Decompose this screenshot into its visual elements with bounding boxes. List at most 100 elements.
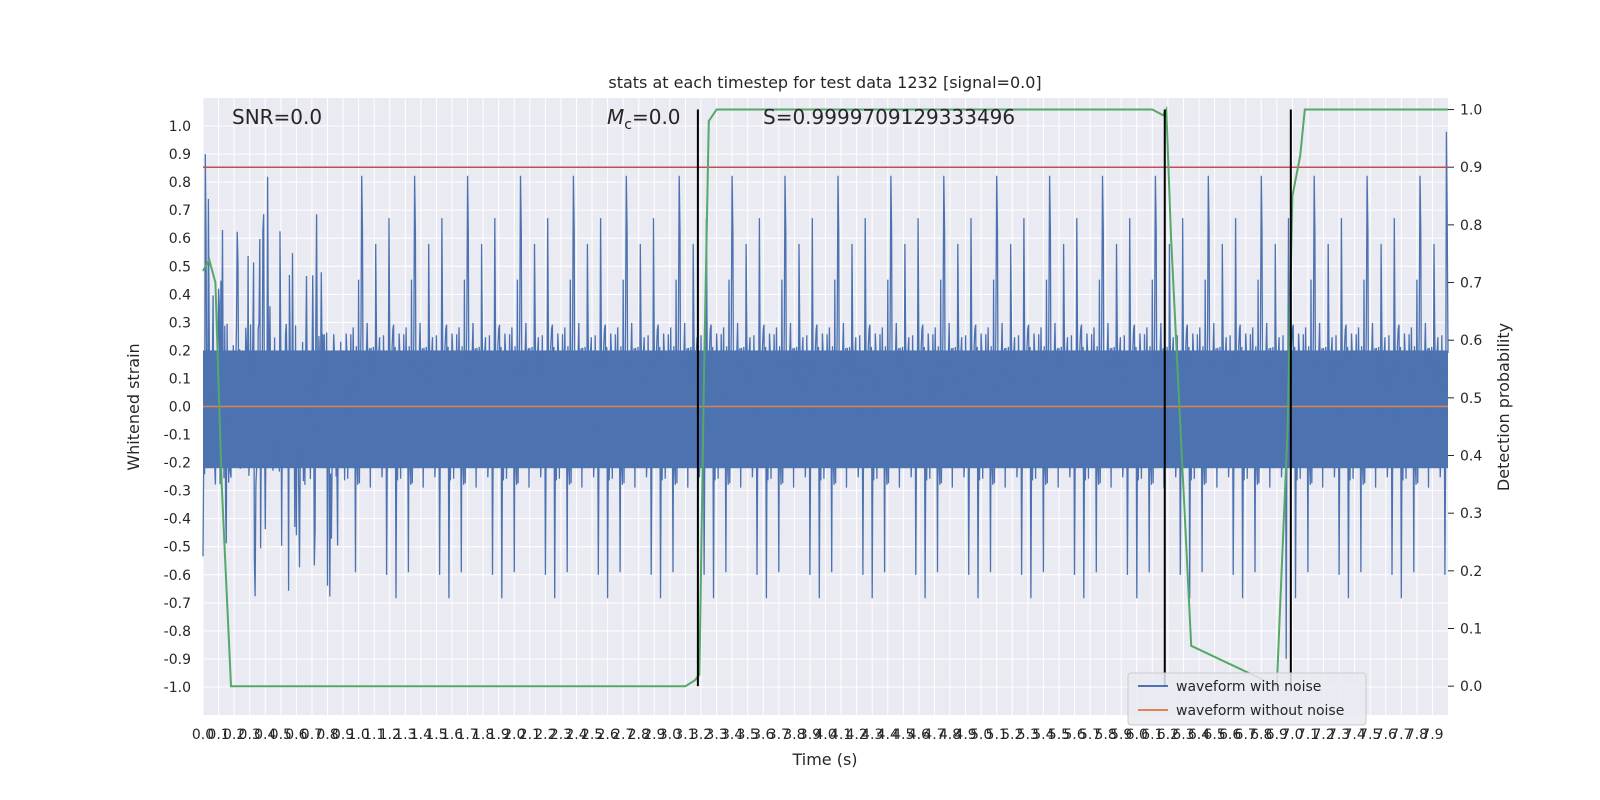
- x-tick-label-43: 4.3: [861, 727, 883, 743]
- y2-tick-label-6: 0.6: [1460, 333, 1482, 349]
- y-tick-label-18: 0.8: [169, 175, 191, 191]
- y2-tick-label-7: 0.7: [1460, 276, 1482, 292]
- x-tick-label-55: 5.5: [1048, 727, 1070, 743]
- annotation-s: S=0.9999709129333496: [763, 105, 1015, 129]
- x-tick-label-3: 0.3: [239, 727, 261, 743]
- x-tick-label-79: 7.9: [1421, 727, 1443, 743]
- x-axis-label: Time (s): [791, 750, 857, 769]
- x-tick-label-57: 5.7: [1079, 727, 1101, 743]
- y2-tick-label-10: 1.0: [1460, 103, 1482, 119]
- x-tick-label-69: 6.9: [1266, 727, 1288, 743]
- y-tick-label-11: 0.1: [169, 371, 191, 387]
- y-tick-label-12: 0.2: [169, 343, 191, 359]
- y-tick-label-8: -0.2: [164, 456, 191, 472]
- legend-label-clean: waveform without noise: [1176, 703, 1344, 719]
- x-tick-label-22: 2.2: [534, 727, 556, 743]
- x-tick-label-51: 5.1: [986, 727, 1008, 743]
- x-tick-label-25: 2.5: [581, 727, 603, 743]
- x-tick-label-60: 6.0: [1126, 727, 1148, 743]
- x-tick-label-0: 0.0: [192, 727, 214, 743]
- annotation-mc-symbol: M: [607, 105, 624, 129]
- annotation-mc-value: =0.0: [632, 105, 681, 129]
- y-tick-label-2: -0.8: [164, 624, 191, 640]
- x-tick-label-2: 0.2: [223, 727, 245, 743]
- x-tick-label-40: 4.0: [814, 727, 836, 743]
- x-tick-label-64: 6.4: [1188, 727, 1210, 743]
- y-tick-label-6: -0.4: [164, 512, 191, 528]
- legend-label-noise: waveform with noise: [1176, 679, 1321, 695]
- y2-tick-label-3: 0.3: [1460, 506, 1482, 522]
- y-tick-label-20: 1.0: [169, 119, 191, 135]
- x-tick-label-75: 7.5: [1359, 727, 1381, 743]
- x-tick-label-70: 7.0: [1281, 727, 1303, 743]
- x-tick-label-50: 5.0: [970, 727, 992, 743]
- legend: waveform with noise waveform without noi…: [1127, 672, 1367, 726]
- x-tick-label-77: 7.7: [1390, 727, 1412, 743]
- y-tick-label-16: 0.6: [169, 231, 191, 247]
- x-tick-label-18: 1.8: [472, 727, 494, 743]
- x-tick-label-54: 5.4: [1032, 727, 1054, 743]
- x-tick-label-14: 1.4: [410, 727, 432, 743]
- annotation-mc-subscript: c: [624, 117, 632, 133]
- x-tick-label-12: 1.2: [379, 727, 401, 743]
- x-tick-label-21: 2.1: [519, 727, 541, 743]
- x-tick-label-5: 0.5: [270, 727, 292, 743]
- x-tick-label-47: 4.7: [923, 727, 945, 743]
- x-tick-label-48: 4.8: [939, 727, 961, 743]
- x-tick-label-15: 1.5: [425, 727, 447, 743]
- y-axis-label: Whitened strain: [124, 343, 143, 470]
- chart-title: stats at each timestep for test data 123…: [608, 73, 1041, 92]
- x-tick-label-73: 7.3: [1328, 727, 1350, 743]
- x-tick-label-72: 7.2: [1312, 727, 1334, 743]
- x-tick-label-16: 1.6: [441, 727, 463, 743]
- x-tick-label-30: 3.0: [659, 727, 681, 743]
- x-tick-label-59: 5.9: [1110, 727, 1132, 743]
- y2-tick-label-2: 0.2: [1460, 564, 1482, 580]
- y2-tick-label-4: 0.4: [1460, 449, 1482, 465]
- event-lines: [696, 109, 1292, 687]
- x-tick-label-19: 1.9: [488, 727, 510, 743]
- y-tick-label-13: 0.3: [169, 315, 191, 331]
- x-tick-label-7: 0.7: [301, 727, 323, 743]
- x-tick-label-65: 6.5: [1203, 727, 1225, 743]
- x-tick-label-66: 6.6: [1219, 727, 1241, 743]
- x-tick-label-45: 4.5: [892, 727, 914, 743]
- y2-tick-labels: 0.0 0.1 0.2 0.3 0.4 0.5 0.6 0.7 0.8 0.9 1.0: [1448, 103, 1482, 695]
- x-tick-label-74: 7.4: [1343, 727, 1365, 743]
- annotation-mc: Mc=0.0: [607, 105, 681, 133]
- series-detection-probability: [202, 105, 1448, 688]
- x-tick-label-6: 0.6: [285, 727, 307, 743]
- x-tick-label-34: 3.4: [721, 727, 743, 743]
- x-tick-label-37: 3.7: [768, 727, 790, 743]
- series-waveform-with-noise: [202, 131, 1449, 659]
- x-tick-label-44: 4.4: [877, 727, 899, 743]
- x-tick-label-9: 0.9: [332, 727, 354, 743]
- y-tick-label-0: -1.0: [164, 680, 191, 696]
- y-tick-label-19: 0.9: [169, 147, 191, 163]
- y-tick-labels: -1.0 -0.9 -0.8 -0.7 -0.6 -0.5 -0.4 -0.3 -0.2 -0.1…: [164, 119, 191, 696]
- x-tick-label-78: 7.8: [1406, 727, 1428, 743]
- y2-tick-label-9: 0.9: [1460, 160, 1482, 176]
- x-tick-label-67: 6.7: [1235, 727, 1257, 743]
- x-tick-label-26: 2.6: [596, 727, 618, 743]
- x-tick-label-28: 2.8: [628, 727, 650, 743]
- x-tick-label-35: 3.5: [737, 727, 759, 743]
- y2-tick-label-5: 0.5: [1460, 391, 1482, 407]
- x-tick-label-11: 1.1: [363, 727, 385, 743]
- y-tick-label-17: 0.7: [169, 203, 191, 219]
- x-tick-label-42: 4.2: [845, 727, 867, 743]
- x-tick-label-76: 7.6: [1375, 727, 1397, 743]
- x-tick-label-13: 1.3: [394, 727, 416, 743]
- x-tick-labels: 0.00.10.20.30.40.50.60.70.80.91.01.11.21…: [192, 727, 1444, 743]
- x-tick-label-31: 3.1: [674, 727, 696, 743]
- x-tick-label-4: 0.4: [254, 727, 276, 743]
- probability-trace: [202, 105, 1448, 688]
- x-tick-label-62: 6.2: [1157, 727, 1179, 743]
- y-tick-label-5: -0.5: [164, 540, 191, 556]
- noise-trace: [202, 131, 1449, 659]
- x-tick-label-46: 4.6: [908, 727, 930, 743]
- x-tick-label-53: 5.3: [1017, 727, 1039, 743]
- x-tick-label-27: 2.7: [612, 727, 634, 743]
- x-tick-label-36: 3.6: [752, 727, 774, 743]
